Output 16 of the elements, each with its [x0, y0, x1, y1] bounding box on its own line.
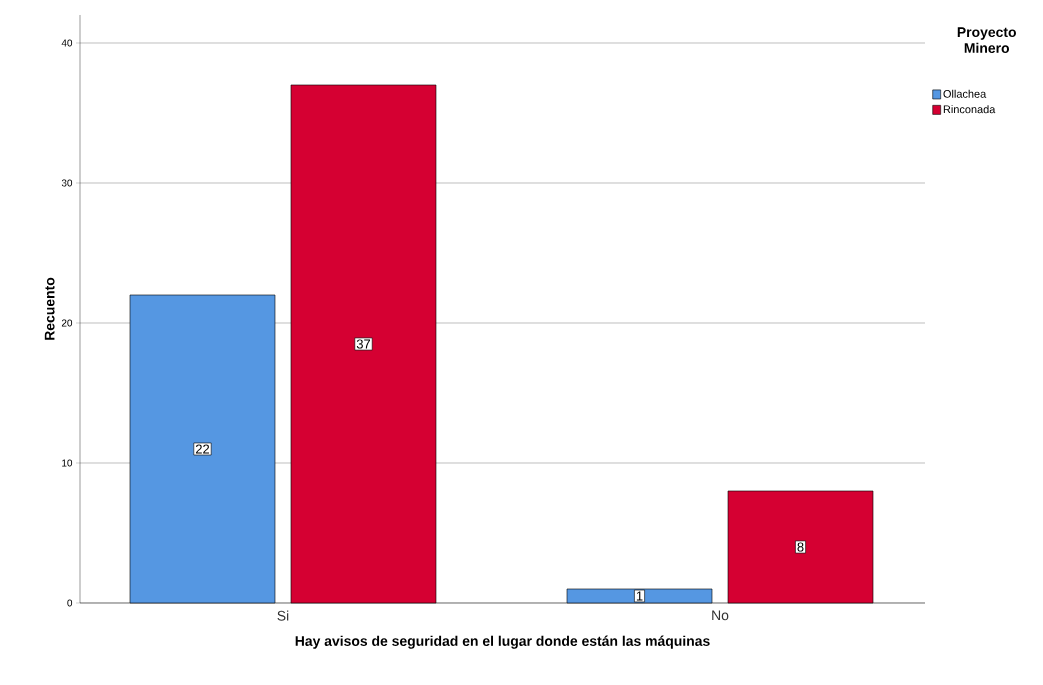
legend-title: Proyecto Minero	[957, 27, 1016, 53]
y-tick-label: 10	[62, 459, 73, 467]
data-label: 8	[797, 542, 804, 552]
y-tick-label: 30	[61, 179, 73, 187]
data-label: 37	[356, 339, 371, 349]
x-axis-title: Hay avisos de seguridad en el lugar donde están las máquinas	[295, 635, 710, 649]
x-tick-label: No	[712, 610, 729, 621]
y-tick-label: 40	[61, 39, 73, 47]
legend-label: Rinconada	[943, 105, 996, 114]
y-tick-label: 20	[61, 319, 73, 327]
x-tick-label: Si	[277, 610, 289, 621]
y-axis-title: Recuento	[44, 277, 55, 340]
data-label: 1	[636, 591, 643, 601]
legend-label: Ollachea	[943, 89, 987, 98]
y-tick-label: 0	[67, 599, 73, 607]
data-label: 22	[195, 444, 210, 454]
